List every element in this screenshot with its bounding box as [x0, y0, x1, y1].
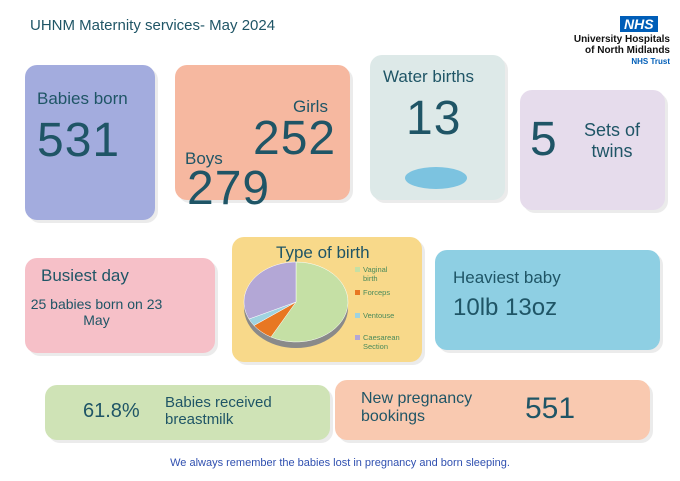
legend-swatch [355, 335, 360, 340]
girls-value: 252 [253, 112, 337, 165]
legend-swatch [355, 313, 360, 318]
value: 61.8% [83, 400, 140, 422]
org-name-3: NHS Trust [631, 57, 670, 66]
chart-title: Type of birth [276, 243, 370, 262]
label: Busiest day [41, 266, 129, 285]
boys-label: Boys [185, 149, 223, 168]
value: 531 [37, 114, 121, 167]
sexes-tile: Girls 252 Boys 279 [175, 65, 350, 215]
org-name-1: University Hospitals [573, 34, 670, 45]
twins-tile: 5 Sets of twins [520, 90, 665, 210]
value: 551 [525, 392, 576, 425]
legend-label: Forceps [363, 288, 390, 297]
footer: We always remember the babies lost in pr… [170, 457, 510, 469]
value: 5 [530, 113, 558, 166]
water-births-tile: Water births 13 [370, 55, 505, 200]
bookings-tile: New pregnancy bookings 551 [335, 380, 650, 440]
nhs-logo: NHS [620, 16, 658, 32]
value: 10lb 13oz [453, 294, 558, 321]
label: Sets of twins [583, 120, 641, 161]
page-title: UHNM Maternity services- May 2024 [30, 17, 276, 34]
legend-label: Vaginal birth [363, 265, 388, 283]
pool-icon [405, 167, 467, 189]
legend-swatch [355, 267, 360, 272]
org-name-2: of North Midlands [585, 45, 670, 56]
label: Babies received breastmilk [165, 394, 272, 428]
legend-swatch [355, 290, 360, 295]
legend-label: Ventouse [363, 311, 394, 320]
label: Babies born [37, 89, 128, 108]
pie-slice [270, 261, 349, 343]
pie-slice [243, 261, 297, 320]
girls-label: Girls [293, 97, 328, 116]
busiest-day-tile: Busiest day 25 babies born on 23 May [25, 258, 215, 353]
value: 13 [406, 92, 462, 145]
label: Heaviest baby [453, 268, 561, 287]
heaviest-baby-tile: Heaviest baby 10lb 13oz [435, 250, 660, 350]
babies-born-tile: Babies born 531 [25, 65, 155, 220]
breastmilk-tile: 61.8% Babies received breastmilk [45, 385, 330, 440]
legend-label: Caesarean Section [363, 333, 400, 351]
text: 25 babies born on 23 May [30, 296, 163, 328]
boys-value: 279 [187, 162, 271, 215]
label: New pregnancy bookings [361, 390, 473, 425]
label: Water births [383, 67, 475, 86]
